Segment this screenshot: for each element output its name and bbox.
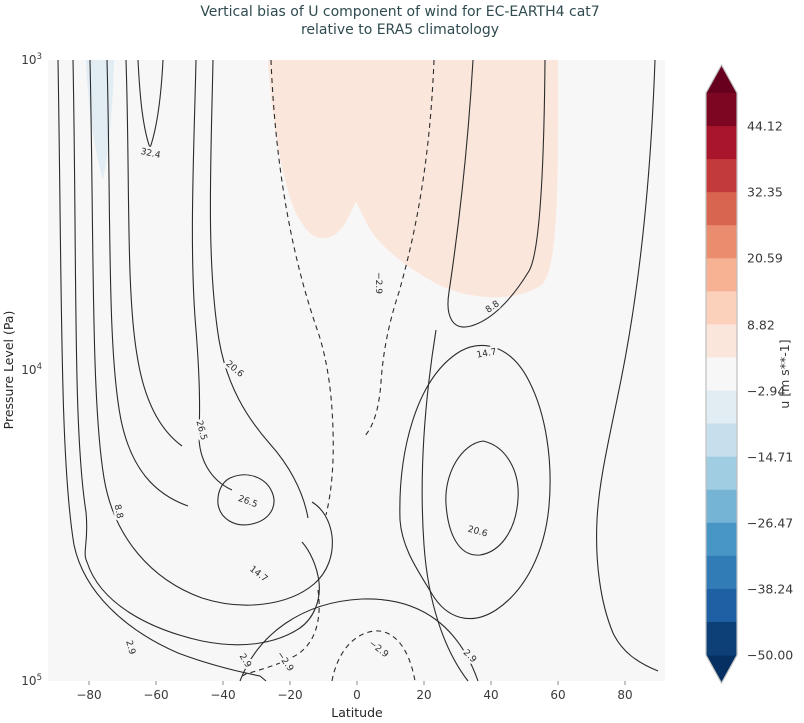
contour-line-positive	[421, 329, 469, 682]
x-tick-label: −80	[76, 688, 101, 702]
colorbar-tick-label: −50.00	[747, 648, 793, 663]
colorbar-band	[706, 621, 737, 656]
colorbar-band	[706, 588, 737, 623]
contour-line-positive	[125, 59, 183, 447]
contour-line-positive	[399, 345, 551, 620]
colorbar-band	[706, 192, 737, 226]
x-tick-label: −40	[210, 688, 235, 702]
contour-line-positive	[57, 59, 267, 682]
plot-title-line2: relative to ERA5 climatology	[301, 22, 499, 38]
contour-line-positive	[89, 59, 333, 606]
contour-line-positive	[239, 598, 479, 682]
colorbar-tick-label: 32.35	[747, 185, 783, 200]
x-tick-label: 60	[550, 688, 565, 702]
colorbar-band	[706, 522, 737, 557]
x-axis-label: Latitude	[331, 705, 383, 720]
colorbar-tick-label: −38.24	[747, 582, 793, 597]
colorbar-band	[706, 456, 737, 491]
x-tick-label: 0	[353, 688, 361, 702]
plot-area: 32.420.626.526.58.814.72.92.9 −2.9−2.9−2.…	[21, 52, 665, 702]
x-tick-label: −60	[143, 688, 168, 702]
contour-line-negative	[331, 630, 416, 682]
contour-line-positive	[209, 59, 309, 519]
colorbar-tick-label: −2.94	[747, 384, 785, 399]
contour-line-positive	[596, 59, 659, 672]
colorbar-outline	[705, 63, 738, 685]
y-axis-label: Pressure Level (Pa)	[1, 311, 16, 430]
y-tick-label: 105	[21, 673, 42, 688]
colorbar: 44.12 32.35 20.59 8.82 −2.94 −14.71 −26.47 −38.…	[705, 63, 793, 685]
colorbar-label: u [m s**-1]	[777, 339, 792, 408]
colorbar-under-arrow	[706, 655, 737, 683]
colorbar-over-arrow	[706, 65, 737, 93]
plot-title-line1: Vertical bias of U component of wind for…	[200, 4, 599, 20]
x-tick-label: −20	[277, 688, 302, 702]
contour-line-positive	[72, 59, 320, 646]
colorbar-band	[706, 291, 737, 325]
colorbar-band	[706, 324, 737, 358]
y-tick-label: 104	[21, 362, 42, 377]
x-tick-label: 80	[617, 688, 632, 702]
contour-line-positive	[447, 59, 546, 328]
colorbar-tick-label: −26.47	[747, 516, 793, 531]
contour-line-positive	[106, 59, 189, 507]
colorbar-tick-label: −14.71	[747, 450, 793, 465]
contour-line-positive	[445, 440, 519, 556]
colorbar-band	[706, 390, 737, 425]
colorbar-band	[706, 555, 737, 590]
x-tick-label: 40	[483, 688, 498, 702]
colorbar-band	[706, 126, 737, 160]
contour-line-negative	[362, 59, 435, 439]
colorbar-band	[706, 225, 737, 259]
colorbar-tick-label: 44.12	[747, 119, 783, 134]
x-tick-label: 20	[416, 688, 431, 702]
colorbar-band	[706, 258, 737, 292]
contour-line-negative	[270, 59, 334, 516]
colorbar-band	[706, 489, 737, 524]
y-tick-label: 103	[21, 52, 42, 67]
contour-line-positive	[217, 474, 275, 526]
negative-bias-region	[86, 60, 114, 180]
colorbar-band	[706, 159, 737, 193]
positive-bias-region	[268, 60, 559, 298]
contour-line-positive	[191, 59, 233, 491]
colorbar-tick-label: 8.82	[747, 318, 775, 333]
colorbar-tick-label: 20.59	[747, 251, 783, 266]
contour-label: −2.9	[373, 272, 383, 294]
colorbar-band	[706, 423, 737, 458]
contour-line-positive	[137, 59, 164, 150]
colorbar-band	[706, 357, 737, 392]
colorbar-band	[706, 93, 737, 127]
